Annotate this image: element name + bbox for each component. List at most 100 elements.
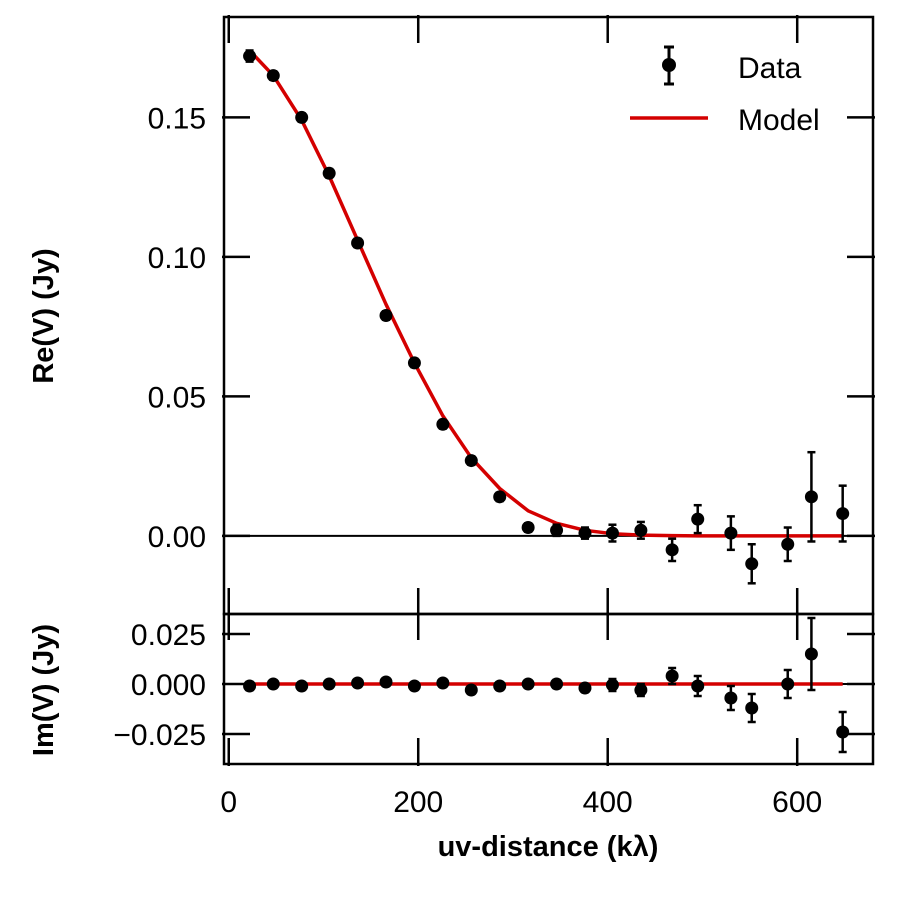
- real-data-point: [745, 543, 759, 585]
- imag-data-point: [493, 679, 507, 693]
- xtick-label: 400: [583, 786, 633, 819]
- real-data-marker: [266, 69, 280, 83]
- real-ytick-label: 0.05: [148, 381, 206, 414]
- imag-data-marker: [243, 679, 257, 693]
- real-data-marker: [521, 521, 535, 535]
- imag-data-marker: [578, 681, 592, 695]
- imag-data-point: [836, 710, 850, 754]
- imag-data-point: [322, 677, 336, 691]
- real-data-point: [724, 515, 738, 552]
- xtick-label: 600: [772, 786, 822, 819]
- real-data-point: [436, 417, 450, 431]
- real-data-point: [464, 454, 478, 468]
- real-data-point: [804, 450, 818, 543]
- imag-data-point: [634, 682, 648, 698]
- imag-data-point: [605, 677, 619, 693]
- real-data-marker: [295, 110, 309, 124]
- imag-data-marker: [665, 669, 679, 683]
- legend: Data Model: [630, 45, 820, 137]
- imag-data-marker: [351, 676, 365, 690]
- legend-data-marker: [662, 45, 676, 86]
- real-data-point: [691, 503, 705, 535]
- xtick-label: 0: [220, 786, 237, 819]
- imag-data-marker: [836, 725, 850, 739]
- imag-data-point: [436, 676, 450, 690]
- bottom-panel-frame: [222, 612, 875, 766]
- real-data-point: [605, 523, 619, 543]
- real-data-point: [550, 523, 564, 538]
- real-data-marker: [691, 512, 705, 526]
- x-axis-label: uv-distance (kλ): [438, 831, 659, 863]
- real-ytick-label: 0.00: [148, 521, 206, 554]
- imag-data-point: [724, 684, 738, 712]
- imag-ytick-label: 0.025: [131, 619, 206, 652]
- imag-data-marker: [493, 679, 507, 693]
- bottom-y-axis-label: Im(V) (Jy): [28, 624, 60, 756]
- imag-data-marker: [521, 677, 535, 691]
- imag-data-marker: [322, 677, 336, 691]
- real-data-point: [243, 49, 257, 63]
- imag-data-marker: [724, 691, 738, 705]
- real-data-marker: [379, 309, 393, 322]
- tick-labels: 0.00 0.05 0.10 0.15 −0.025 0.000 0.025 0 200 400 6…: [113, 102, 822, 819]
- imag-data-point: [407, 679, 421, 693]
- imag-data-marker: [295, 679, 309, 693]
- imag-data-point: [745, 692, 759, 724]
- imag-data-marker: [436, 676, 450, 690]
- real-data-point: [521, 521, 535, 535]
- imag-data-point: [804, 616, 818, 692]
- imag-data-marker: [634, 683, 648, 697]
- imag-data-marker: [605, 678, 619, 692]
- real-model-line: [248, 49, 843, 538]
- real-data-marker: [745, 557, 759, 571]
- imag-data-marker: [781, 677, 795, 691]
- imag-data-point: [266, 677, 280, 691]
- imag-data-marker: [691, 679, 705, 693]
- real-data-marker: [578, 526, 592, 540]
- imag-ytick-label: −0.025: [113, 719, 206, 752]
- xtick-label: 200: [393, 786, 443, 819]
- real-ytick-label: 0.10: [148, 242, 206, 275]
- real-data-point: [578, 526, 592, 540]
- real-ytick-label: 0.15: [148, 102, 206, 135]
- real-data-point: [266, 69, 280, 83]
- real-data-marker: [351, 236, 365, 250]
- real-data-marker: [243, 49, 257, 63]
- imag-data-point: [691, 674, 705, 698]
- imag-data-marker: [407, 679, 421, 693]
- imag-data-point: [781, 668, 795, 700]
- real-data-marker: [724, 526, 738, 540]
- axis-ticks: [222, 15, 875, 766]
- zero-lines: [224, 534, 873, 685]
- imag-data-marker: [464, 683, 478, 697]
- imag-data-point: [295, 679, 309, 693]
- top-y-axis-label: Re(V) (Jy): [28, 248, 60, 383]
- real-data-point: [351, 236, 365, 250]
- real-data-point: [295, 110, 309, 124]
- legend-model-label: Model: [738, 104, 820, 137]
- real-data-point: [493, 490, 507, 504]
- imag-data-point: [379, 675, 393, 689]
- real-data-marker: [436, 417, 450, 431]
- imag-data-point: [550, 677, 564, 691]
- imag-data-marker: [379, 675, 393, 689]
- imag-data-point: [243, 679, 257, 693]
- real-data-marker: [407, 356, 421, 370]
- imag-data-point: [521, 677, 535, 691]
- data-points: [243, 49, 850, 754]
- real-data-point: [407, 356, 421, 370]
- imag-data-point: [464, 683, 478, 697]
- imag-data-point: [578, 681, 592, 695]
- imag-data-marker: [804, 647, 818, 661]
- imag-ytick-label: 0.000: [131, 669, 206, 702]
- real-data-point: [665, 537, 679, 563]
- imag-data-point: [665, 666, 679, 686]
- real-data-marker: [634, 523, 648, 537]
- legend-data-label: Data: [738, 52, 802, 85]
- real-data-marker: [665, 543, 679, 557]
- real-data-point: [781, 526, 795, 563]
- real-data-point: [379, 309, 393, 322]
- imag-data-marker: [745, 701, 759, 715]
- imag-data-marker: [266, 677, 280, 691]
